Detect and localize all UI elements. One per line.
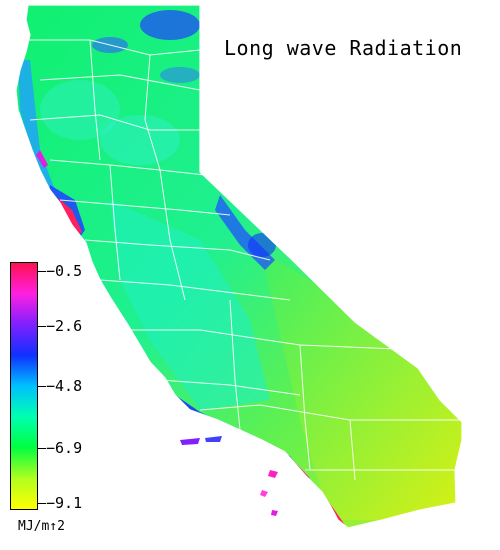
legend-tick — [38, 448, 46, 449]
legend-tick-label: −4.8 — [46, 377, 83, 395]
legend-tick-label: −6.9 — [46, 439, 83, 457]
legend-tick — [38, 326, 46, 327]
legend-tick-label: −2.6 — [46, 317, 83, 335]
california-land — [15, 4, 463, 529]
legend-tick — [38, 271, 46, 272]
legend-units: MJ/m↑2 — [18, 519, 65, 534]
legend-tick-label: −9.1 — [46, 494, 83, 512]
color-scale-bar — [10, 262, 38, 510]
legend-tick — [38, 503, 46, 504]
channel-islands — [180, 436, 278, 516]
legend-tick — [38, 386, 46, 387]
map-title: Long wave Radiation — [224, 36, 463, 60]
legend-tick-label: −0.5 — [46, 262, 83, 280]
